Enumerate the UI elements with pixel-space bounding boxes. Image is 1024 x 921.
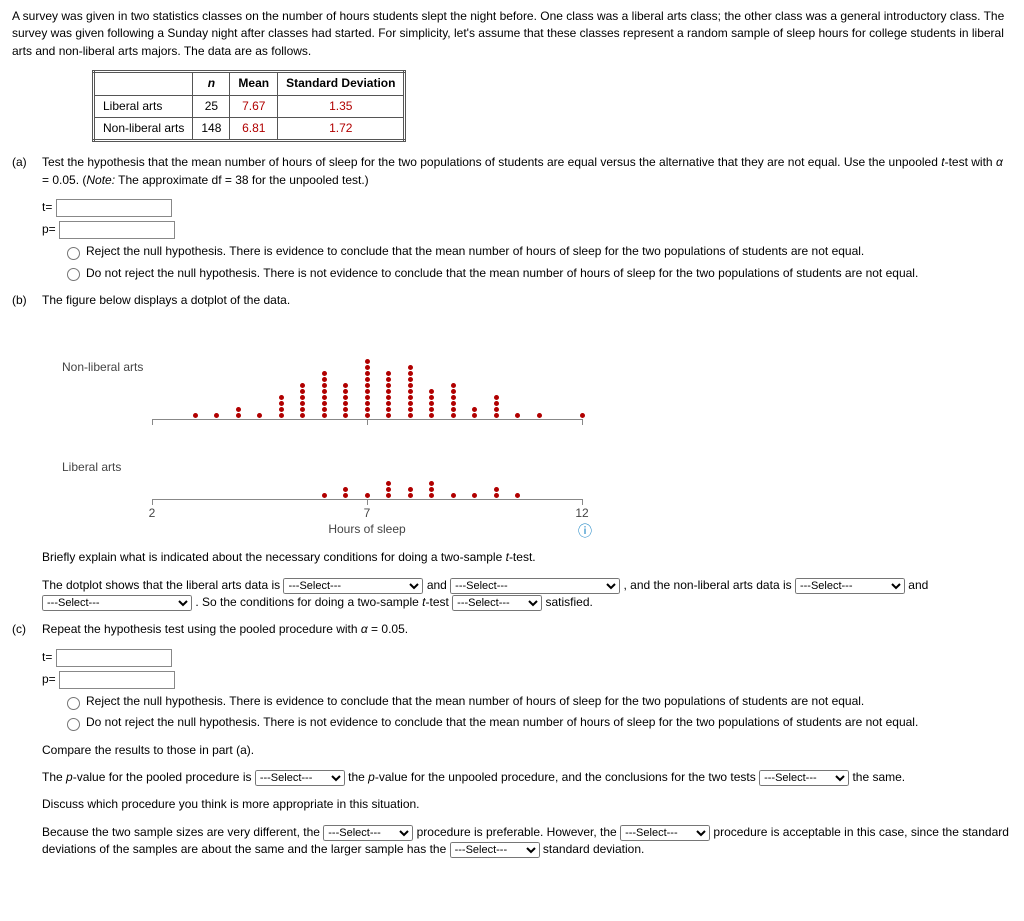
t-input-c[interactable] [56,649,172,667]
select-c3[interactable]: ---Select--- [323,825,413,841]
part-a-prompt: Test the hypothesis that the mean number… [42,154,1012,189]
th-blank [94,72,193,95]
series1-label: Non-liberal arts [62,359,143,376]
radio-a-reject-label: Reject the null hypothesis. There is evi… [86,244,864,258]
table-row: Liberal arts 25 7.67 1.35 [94,95,405,117]
cell-sd: 1.72 [278,117,405,140]
part-c-label: (c) [12,621,42,638]
select-c2[interactable]: ---Select--- [759,770,849,786]
dotplot-chart: Non-liberal artsLiberal arts2712Hours of… [62,319,582,539]
p-input-a[interactable] [59,221,175,239]
radio-c-noreject-label: Do not reject the null hypothesis. There… [86,715,918,729]
t-label-c: t= [42,650,52,664]
t-input-a[interactable] [56,199,172,217]
p-label: p= [42,222,56,236]
select-c1[interactable]: ---Select--- [255,770,345,786]
part-a-label: (a) [12,154,42,171]
cell-sd: 1.35 [278,95,405,117]
explain-prompt: Briefly explain what is indicated about … [42,549,1012,566]
part-c-prompt: Repeat the hypothesis test using the poo… [42,621,1012,638]
x-axis-label: Hours of sleep [328,521,405,538]
discuss-sentence: Because the two sample sizes are very di… [42,824,1012,859]
select-c4[interactable]: ---Select--- [620,825,710,841]
table-row: Non-liberal arts 148 6.81 1.72 [94,117,405,140]
intro-text: A survey was given in two statistics cla… [12,8,1012,60]
fill-in-sentence: The dotplot shows that the liberal arts … [42,577,1012,612]
radio-c-reject[interactable] [67,697,80,710]
select-c5[interactable]: ---Select--- [450,842,540,858]
radio-a-reject[interactable] [67,247,80,260]
select-b1[interactable]: ---Select--- [283,578,423,594]
part-b-prompt: The figure below displays a dotplot of t… [42,292,1012,309]
radio-c-noreject[interactable] [67,718,80,731]
cell-mean: 6.81 [230,117,278,140]
select-b5[interactable]: ---Select--- [452,595,542,611]
cell-mean: 7.67 [230,95,278,117]
radio-c-reject-label: Reject the null hypothesis. There is evi… [86,694,864,708]
p-label-c: p= [42,672,56,686]
select-b3[interactable]: ---Select--- [795,578,905,594]
radio-a-noreject[interactable] [67,268,80,281]
cell-n: 148 [193,117,230,140]
th-n: n [193,72,230,95]
row-label: Non-liberal arts [94,117,193,140]
cell-n: 25 [193,95,230,117]
part-b-label: (b) [12,292,42,309]
compare-sentence: The p-value for the pooled procedure is … [42,769,1012,786]
series2-label: Liberal arts [62,459,121,476]
t-label: t= [42,200,52,214]
p-input-c[interactable] [59,671,175,689]
compare-heading: Compare the results to those in part (a)… [42,742,1012,759]
summary-table: n Mean Standard Deviation Liberal arts 2… [92,70,406,142]
th-mean: Mean [230,72,278,95]
row-label: Liberal arts [94,95,193,117]
select-b2[interactable]: ---Select--- [450,578,620,594]
th-sd: Standard Deviation [278,72,405,95]
info-icon[interactable]: ⓘ [578,521,592,541]
select-b4[interactable]: ---Select--- [42,595,192,611]
discuss-heading: Discuss which procedure you think is mor… [42,796,1012,813]
radio-a-noreject-label: Do not reject the null hypothesis. There… [86,266,918,280]
